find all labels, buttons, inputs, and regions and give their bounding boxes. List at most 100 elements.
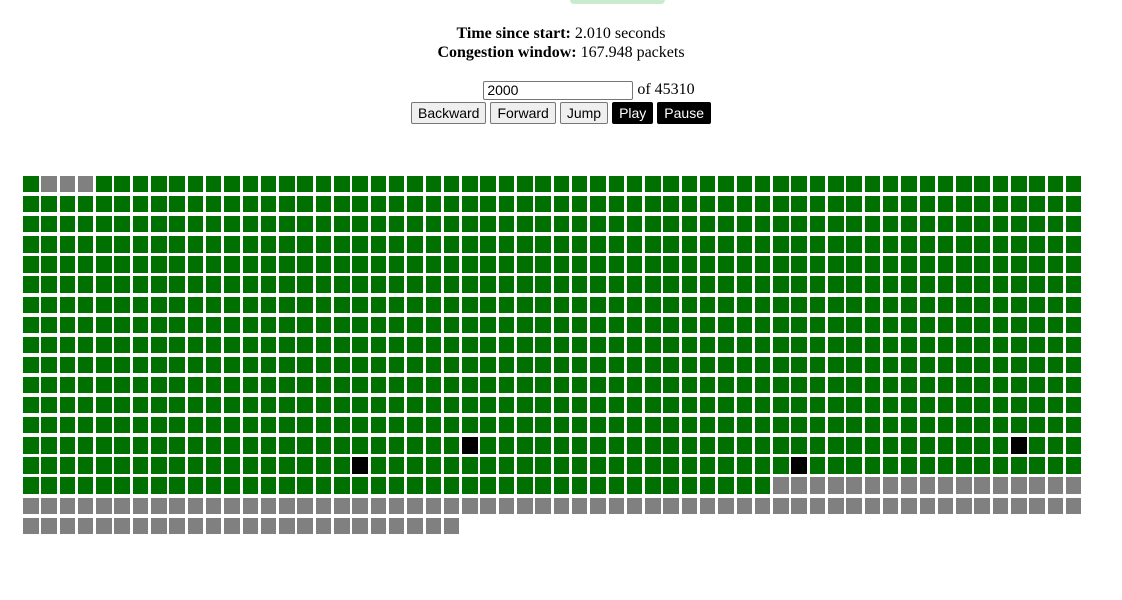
packet-cell (462, 356, 478, 374)
packet-cell (462, 236, 478, 253)
packet-cell (77, 356, 94, 374)
pause-button[interactable]: Pause (657, 102, 711, 124)
packet-cell (279, 276, 295, 293)
packet-cell (23, 397, 39, 414)
packet-cell (626, 316, 643, 333)
packet-cell (388, 276, 405, 293)
packet-cell (480, 316, 496, 333)
packet-cell (132, 296, 149, 313)
packet-cell (663, 457, 679, 474)
packet-cell (1029, 477, 1045, 494)
packet-cell (114, 417, 130, 434)
packet-cell (443, 196, 460, 213)
packet-cell (334, 256, 350, 273)
packet-cell (315, 517, 332, 534)
packet-cell (608, 397, 624, 414)
packet-cell (242, 316, 259, 333)
packet-cell (96, 216, 112, 233)
play-button[interactable]: Play (612, 102, 654, 124)
packet-cell (809, 296, 826, 313)
packet-cell (956, 437, 972, 454)
packet-cell (974, 477, 990, 494)
packet-cell (425, 216, 442, 233)
packet-cell (974, 296, 990, 313)
packet-cell (626, 477, 643, 494)
packet-cell (260, 296, 277, 313)
packet-cell (1029, 397, 1045, 414)
packet-cell (315, 216, 332, 233)
packet-cell (736, 397, 753, 414)
frame-input[interactable] (483, 80, 634, 100)
packet-cell (535, 437, 551, 454)
packet-cell (187, 497, 204, 514)
packet-cell (517, 376, 533, 394)
packet-cell (41, 397, 57, 414)
packet-cell (462, 417, 478, 434)
packet-cell (23, 457, 39, 474)
packet-cell (425, 437, 442, 454)
packet-cell (809, 417, 826, 434)
packet-cell (736, 437, 753, 454)
packet-cell (41, 457, 57, 474)
packet-cell (407, 296, 423, 313)
packet-cell (956, 216, 972, 233)
packet-cell (974, 336, 990, 354)
packet-cell (187, 256, 204, 273)
jump-button[interactable]: Jump (559, 102, 609, 124)
packet-cell (279, 316, 295, 333)
packet-cell (773, 176, 789, 193)
packet-cell (590, 477, 606, 494)
packet-cell (77, 296, 94, 313)
packet-cell (1065, 196, 1082, 213)
backward-button[interactable]: Backward (411, 102, 487, 124)
packet-cell (462, 457, 478, 474)
packet-cell (882, 276, 899, 293)
packet-cell (334, 376, 350, 394)
packet-cell (864, 437, 881, 454)
packet-cell (517, 477, 533, 494)
packet-cell (242, 457, 259, 474)
packet-cell (882, 397, 899, 414)
packet-cell (443, 176, 460, 193)
forward-button[interactable]: Forward (490, 102, 556, 124)
packet-cell (407, 176, 423, 193)
time-label: Time since start: (456, 25, 571, 42)
packet-cell (169, 356, 185, 374)
packet-cell (279, 397, 295, 414)
packet-cell (1047, 176, 1064, 193)
packet-cell (864, 336, 881, 354)
packet-cell (754, 336, 771, 354)
packet-cell (773, 437, 789, 454)
packet-cell (864, 216, 881, 233)
packet-cell (901, 336, 917, 354)
packet-cell (169, 236, 185, 253)
packet-cell (791, 497, 807, 514)
packet-cell (151, 477, 167, 494)
packet-cell (736, 356, 753, 374)
packet-cell (974, 376, 990, 394)
packet-cell (260, 236, 277, 253)
packet-cell (846, 176, 862, 193)
time-value: 2.010 seconds (574, 25, 666, 42)
packet-cell (41, 316, 57, 333)
packet-cell (553, 196, 570, 213)
packet-cell (754, 457, 771, 474)
packet-cell (1029, 256, 1045, 273)
packet-cell (205, 477, 222, 494)
packet-cell (828, 376, 844, 394)
packet-cell (425, 316, 442, 333)
packet-cell (1047, 497, 1064, 514)
packet-cell (919, 376, 936, 394)
packet-cell (498, 276, 515, 293)
packet-cell (370, 256, 387, 273)
packet-cell (937, 397, 954, 414)
packet-cell (571, 316, 588, 333)
packet-cell (334, 236, 350, 253)
packet-cell (754, 196, 771, 213)
packet-cell (882, 457, 899, 474)
packet-cell (23, 276, 39, 293)
packet-cell (297, 517, 313, 534)
packet-cell (974, 316, 990, 333)
packet-cell (187, 276, 204, 293)
packet-cell (334, 477, 350, 494)
